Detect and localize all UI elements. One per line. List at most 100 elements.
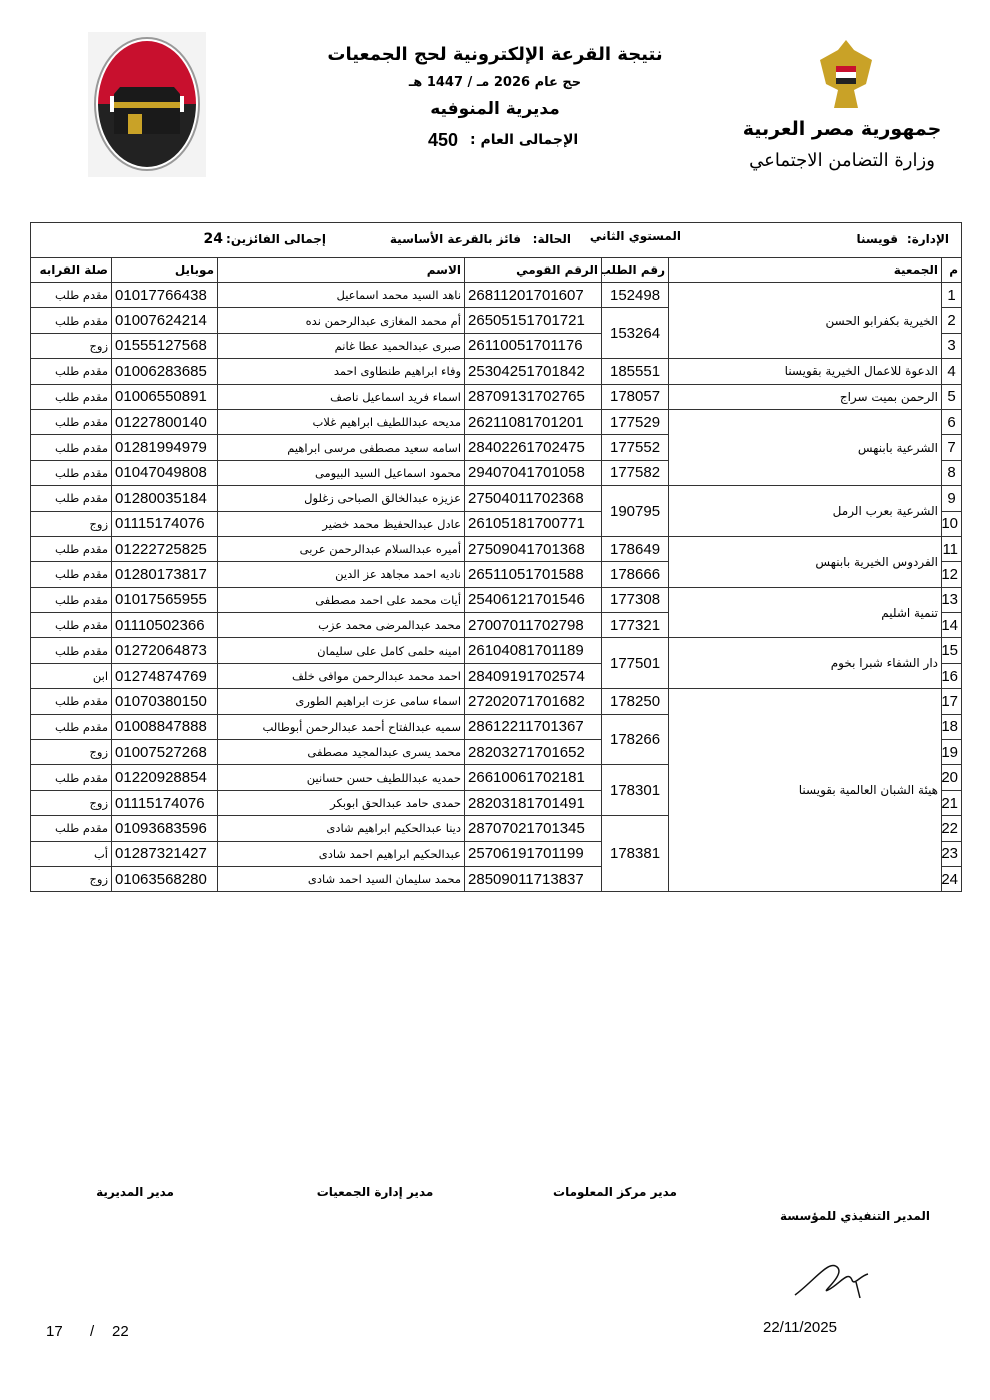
person-name: اسامه سعيد مصطفى مرسى ابراهيم bbox=[217, 434, 466, 461]
person-name: محمد عبدالمرضى محمد عزب bbox=[217, 612, 466, 639]
request-number: 178250 bbox=[601, 688, 670, 715]
association: الدعوة للاعمال الخيرية بقويسنا bbox=[668, 358, 943, 385]
mobile: 01115174076 bbox=[111, 789, 219, 817]
column-header: رقم الطلب bbox=[601, 257, 670, 283]
column-header: صلة القرابه bbox=[29, 257, 113, 283]
year-line: حج عام 2026 مـ / 1447 هـ bbox=[408, 75, 582, 90]
relation: مقدم طلب bbox=[29, 713, 113, 741]
signature-executive: المدير التنفيذي للمؤسسة bbox=[779, 1209, 931, 1223]
row-index: 24 bbox=[941, 865, 963, 893]
level: المستوي الثاني bbox=[589, 229, 682, 243]
signature-associations: مدير إدارة الجمعيات bbox=[316, 1185, 434, 1199]
column-header: موبايل bbox=[111, 257, 219, 283]
national-id: 26105181700771 bbox=[464, 510, 603, 537]
request-number: 177308 bbox=[601, 586, 670, 614]
status-value: فائز بالقرعة الأساسية bbox=[389, 232, 522, 246]
person-name: محمود اسماعيل السيد البيومى bbox=[217, 459, 466, 487]
table-row: 8 177582 29407041701058 محمود اسماعيل السيد… bbox=[29, 459, 963, 487]
column-header: الجمعية bbox=[668, 257, 943, 283]
person-name: عزيزه عبدالخالق الصباحى زغلول bbox=[217, 485, 466, 512]
mobile: 01093683596 bbox=[111, 815, 219, 842]
relation: مقدم طلب bbox=[29, 688, 113, 715]
ministry-name: وزارة التضامن الاجتماعي bbox=[749, 150, 935, 171]
request-number: 152498 bbox=[601, 281, 670, 309]
row-index: 18 bbox=[941, 713, 963, 741]
relation: مقدم طلب bbox=[29, 637, 113, 664]
row-index: 17 bbox=[941, 688, 963, 715]
admin-value: قويسنا bbox=[856, 232, 899, 246]
association: الشرعية بابنهس bbox=[668, 408, 943, 487]
national-id: 28612211701367 bbox=[464, 713, 603, 741]
table-row: 5 الرحمن بميت سراج 178057 28709131702765 اسم… bbox=[29, 383, 963, 410]
relation: زوج bbox=[29, 739, 113, 766]
request-number: 177582 bbox=[601, 459, 670, 487]
relation: مقدم طلب bbox=[29, 383, 113, 410]
national-id: 25304251701842 bbox=[464, 358, 603, 385]
request-number: 185551 bbox=[601, 358, 670, 385]
row-index: 1 bbox=[941, 281, 963, 309]
national-id: 28707021701345 bbox=[464, 815, 603, 842]
table-row: 21 28203181701491 حمدى حامد عبدالحق ابوبكر… bbox=[29, 789, 963, 817]
person-name: ناديه احمد مجاهد عز الدين bbox=[217, 561, 466, 588]
request-number: 178057 bbox=[601, 383, 670, 410]
mobile: 01006283685 bbox=[111, 358, 219, 385]
directorate: مديرية المنوفيه bbox=[430, 99, 560, 119]
person-name: اسماء سامى عزت ابراهيم الطورى bbox=[217, 688, 466, 715]
national-id: 28402261702475 bbox=[464, 434, 603, 461]
mobile: 01281994979 bbox=[111, 434, 219, 461]
table-row: 3 26110051701176 صبرى عبدالحميد عطا غانم 01… bbox=[29, 332, 963, 360]
person-name: حمديه عبداللطيف حسن حسانين bbox=[217, 764, 466, 791]
national-id: 27509041701368 bbox=[464, 535, 603, 563]
row-index: 11 bbox=[941, 535, 963, 563]
table-row: 13 تنمية اشليم 177308 25406121701546 أيات مح… bbox=[29, 586, 963, 639]
person-name: ناهد السيد محمد اسماعيل bbox=[217, 281, 466, 309]
table-row: 4 الدعوة للاعمال الخيرية بقويسنا 185551 253… bbox=[29, 358, 963, 385]
request-number: 178266 bbox=[601, 713, 670, 766]
national-id: 25406121701546 bbox=[464, 586, 603, 614]
row-index: 12 bbox=[941, 561, 963, 588]
relation: مقدم طلب bbox=[29, 764, 113, 791]
mobile: 01017766438 bbox=[111, 281, 219, 309]
relation: مقدم طلب bbox=[29, 485, 113, 512]
table-row: 1 الخيرية بكفرابو الحسن 152498 268112017016… bbox=[29, 281, 963, 360]
person-name: محمد سليمان السيد احمد شادى bbox=[217, 865, 466, 893]
mobile: 01555127568 bbox=[111, 332, 219, 360]
association: الشرعية بعرب الرمل bbox=[668, 485, 943, 537]
header-row: م الجمعية رقم الطلب الرقم القومي الاسم موبايل… bbox=[29, 257, 963, 283]
total-value: 450 bbox=[428, 130, 459, 150]
row-index: 15 bbox=[941, 637, 963, 664]
person-name: سميه عبدالفتاح أحمد عبدالرحمن أبوطالب bbox=[217, 713, 466, 741]
relation: زوج bbox=[29, 865, 113, 893]
relation: مقدم طلب bbox=[29, 307, 113, 334]
person-name: عادل عبدالحفيظ محمد خضير bbox=[217, 510, 466, 537]
winners-value: 24 bbox=[203, 231, 224, 247]
association: دار الشفاء شبرا بخوم bbox=[668, 637, 943, 690]
association: الفردوس الخيرية بابنهس bbox=[668, 535, 943, 588]
row-index: 6 bbox=[941, 408, 963, 436]
person-name: أم محمد المغازى عبدالرحمن نده bbox=[217, 307, 466, 334]
national-id: 26104081701189 bbox=[464, 637, 603, 664]
relation: مقدم طلب bbox=[29, 358, 113, 385]
table-row: 6 الشرعية بابنهس 177529 26211081701201 مديحه… bbox=[29, 408, 963, 487]
page-separator: / bbox=[90, 1323, 95, 1340]
person-name: احمد محمد عبدالرحمن موافى خلف bbox=[217, 662, 466, 690]
mobile: 01115174076 bbox=[111, 510, 219, 537]
table-row: 15 دار الشفاء شبرا بخوم 177501 261040817011… bbox=[29, 637, 963, 690]
title: نتيجة القرعة الإلكترونية لحج الجمعيات bbox=[327, 44, 663, 65]
person-name: صبرى عبدالحميد عطا غانم bbox=[217, 332, 466, 360]
relation: مقدم طلب bbox=[29, 612, 113, 639]
national-id: 26811201701607 bbox=[464, 281, 603, 309]
table-row: 23 25706191701199 عبدالحكيم ابراهيم احمد ش… bbox=[29, 840, 963, 867]
national-id: 28409191702574 bbox=[464, 662, 603, 690]
relation: مقدم طلب bbox=[29, 815, 113, 842]
row-index: 2 bbox=[941, 307, 963, 334]
request-number: 153264 bbox=[601, 307, 670, 360]
row-index: 10 bbox=[941, 510, 963, 537]
row-index: 8 bbox=[941, 459, 963, 487]
national-id: 26211081701201 bbox=[464, 408, 603, 436]
relation: زوج bbox=[29, 332, 113, 360]
info-row: الإدارة: قويسنا المستوي الثاني الحالة: ف… bbox=[29, 222, 963, 258]
row-index: 14 bbox=[941, 612, 963, 639]
row-index: 4 bbox=[941, 358, 963, 385]
